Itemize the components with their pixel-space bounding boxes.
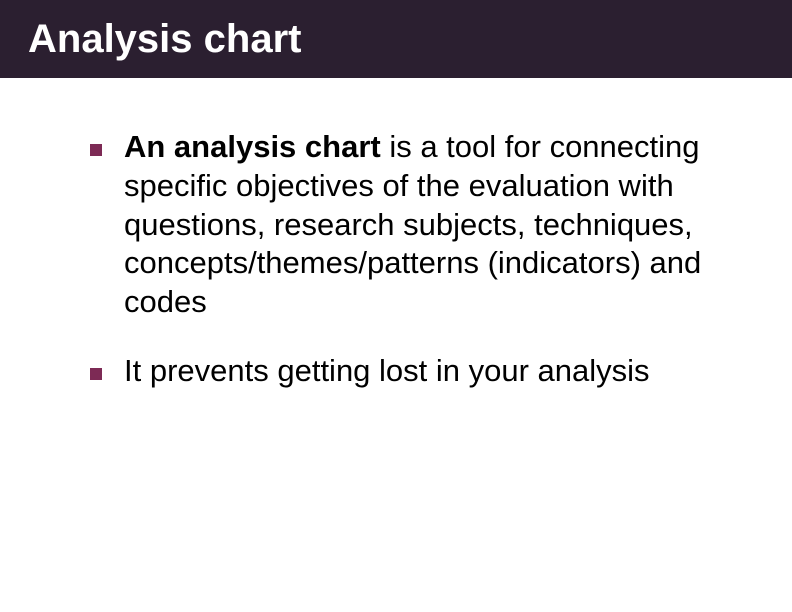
bullet-square-icon bbox=[90, 368, 102, 380]
item-rest: It prevents getting lost in your analysi… bbox=[124, 353, 650, 388]
slide-body: An analysis chart is a tool for connecti… bbox=[0, 78, 792, 391]
slide-title-bar: Analysis chart bbox=[0, 0, 792, 78]
slide-title: Analysis chart bbox=[28, 17, 301, 62]
bullet-square-icon bbox=[90, 144, 102, 156]
bold-lead: An analysis chart bbox=[124, 129, 381, 164]
list-item: It prevents getting lost in your analysi… bbox=[90, 352, 702, 391]
list-item-text: It prevents getting lost in your analysi… bbox=[124, 352, 650, 391]
list-item-text: An analysis chart is a tool for connecti… bbox=[124, 128, 702, 322]
list-item: An analysis chart is a tool for connecti… bbox=[90, 128, 702, 322]
